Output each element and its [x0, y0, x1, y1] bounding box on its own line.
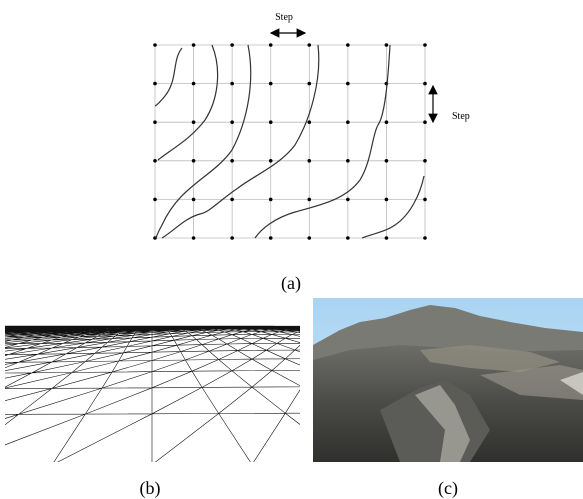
- grid-node: [230, 197, 234, 202]
- grid-node: [423, 81, 427, 86]
- fields: [560, 372, 583, 395]
- grid-node: [384, 159, 389, 163]
- caption: (a): [281, 273, 301, 294]
- grid-node: [307, 159, 312, 163]
- grid-node: [423, 197, 427, 202]
- contour-lines: [154, 44, 425, 239]
- grid-node: [153, 120, 157, 124]
- grid-node: [230, 236, 234, 240]
- grid-node: [153, 81, 157, 86]
- grid-node: [384, 120, 389, 124]
- step-label: Step: [275, 12, 293, 23]
- step-label: Step: [452, 111, 470, 122]
- contour: [155, 44, 252, 239]
- grid-node: [346, 120, 350, 124]
- grid-node: [268, 120, 273, 124]
- grid-node: [307, 236, 312, 240]
- caption: (c): [438, 478, 458, 499]
- grid-node: [346, 159, 350, 163]
- terrain-render: [313, 298, 583, 462]
- grid-node: [191, 197, 196, 202]
- mesh-lines: [5, 325, 300, 462]
- grid-node: [230, 43, 234, 47]
- grid-node: [346, 197, 350, 202]
- grid-node: [346, 81, 350, 86]
- sampling-grid: [153, 43, 427, 240]
- grid-node: [307, 197, 312, 202]
- grid-node: [307, 81, 312, 86]
- grid-node: [268, 43, 273, 47]
- contour: [154, 47, 183, 107]
- contour: [161, 44, 320, 239]
- contour: [254, 44, 391, 239]
- fields: [420, 345, 560, 372]
- wireframe-mesh: [5, 325, 300, 462]
- grid-node: [423, 43, 427, 47]
- grid-node: [423, 159, 427, 163]
- grid-node: [153, 43, 157, 47]
- grid-node: [346, 236, 350, 240]
- fields: [480, 365, 583, 400]
- grid-node: [191, 81, 196, 86]
- grid-node: [423, 120, 427, 124]
- grid-node: [153, 197, 157, 202]
- grid-node: [191, 120, 196, 124]
- grid-node: [230, 159, 234, 163]
- contour: [157, 44, 219, 161]
- rock-face: [415, 385, 470, 462]
- caption: (b): [140, 478, 161, 499]
- grid-node: [230, 120, 234, 124]
- grid-node: [268, 236, 273, 240]
- grid-node: [191, 43, 196, 47]
- contour: [361, 175, 425, 239]
- grid-node: [268, 159, 273, 163]
- grid-node: [191, 236, 196, 240]
- grid-node: [384, 197, 389, 202]
- grid-node: [346, 43, 350, 47]
- grid-node: [307, 43, 312, 47]
- grid-node: [307, 120, 312, 124]
- grid-node: [191, 159, 196, 163]
- grid-node: [230, 81, 234, 86]
- grid-node: [268, 81, 273, 86]
- grid-node: [153, 159, 157, 163]
- grid-node: [384, 236, 389, 240]
- grid-node: [268, 197, 273, 202]
- grid-node: [423, 236, 427, 240]
- grid-node: [384, 43, 389, 47]
